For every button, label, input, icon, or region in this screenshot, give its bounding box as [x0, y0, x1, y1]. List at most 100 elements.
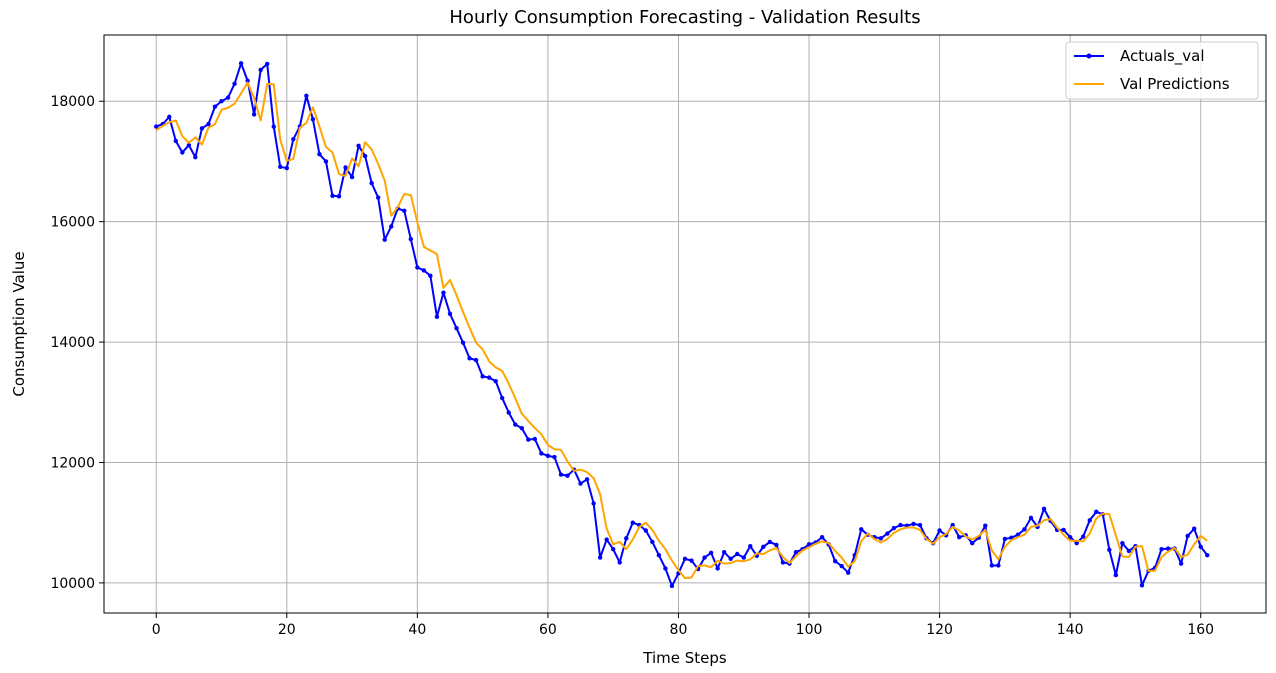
chart-title: Hourly Consumption Forecasting - Validat… — [449, 7, 920, 28]
data-point-actuals-val — [1126, 548, 1132, 554]
data-point-actuals-val — [832, 559, 838, 564]
data-point-actuals-val — [219, 99, 224, 104]
data-point-actuals-val — [898, 522, 903, 528]
data-point-actuals-val — [1120, 540, 1125, 546]
data-point-actuals-val — [480, 374, 485, 379]
data-point-actuals-val — [173, 138, 179, 144]
data-point-actuals-val — [545, 453, 551, 459]
data-point-actuals-val — [539, 451, 544, 456]
y-axis-label: Consumption Value — [10, 251, 28, 396]
data-point-actuals-val — [199, 126, 205, 131]
data-point-actuals-val — [1159, 546, 1164, 552]
data-point-actuals-val — [460, 340, 466, 345]
data-point-actuals-val — [441, 290, 446, 295]
y-tick-label: 14000 — [50, 335, 95, 351]
data-point-actuals-val — [310, 117, 316, 122]
data-point-actuals-val — [245, 78, 250, 83]
data-point-actuals-val — [1198, 544, 1203, 549]
data-point-actuals-val — [983, 523, 988, 528]
data-point-actuals-val — [721, 549, 727, 555]
data-point-actuals-val — [617, 560, 622, 565]
data-point-actuals-val — [284, 165, 289, 171]
data-point-actuals-val — [702, 555, 707, 560]
data-point-actuals-val — [578, 481, 583, 486]
data-point-actuals-val — [369, 180, 374, 186]
data-point-actuals-val — [956, 534, 962, 540]
data-point-actuals-val — [180, 150, 185, 155]
data-point-actuals-val — [193, 155, 198, 160]
data-point-actuals-val — [1041, 506, 1047, 512]
data-point-actuals-val — [238, 61, 244, 66]
data-point-actuals-val — [408, 236, 414, 242]
data-point-actuals-val — [1094, 509, 1099, 515]
data-point-actuals-val — [937, 528, 942, 533]
data-point-actuals-val — [806, 542, 812, 547]
data-point-actuals-val — [278, 164, 283, 170]
x-tick-label: 80 — [670, 622, 688, 638]
data-point-actuals-val — [1028, 515, 1034, 521]
y-tick-label: 10000 — [50, 576, 95, 592]
data-point-actuals-val — [212, 104, 218, 109]
legend-box — [1065, 41, 1259, 100]
data-point-actuals-val — [715, 566, 720, 571]
data-point-actuals-val — [996, 563, 1001, 568]
legend: Actuals_val Val Predictions — [1065, 41, 1259, 100]
plot-frame — [103, 34, 1267, 614]
data-point-actuals-val — [624, 536, 629, 541]
data-point-actuals-val — [663, 566, 668, 571]
data-point-actuals-val — [859, 527, 864, 532]
data-point-actuals-val — [591, 501, 596, 506]
data-point-actuals-val — [819, 534, 825, 540]
data-point-actuals-val — [748, 543, 753, 549]
x-tick-label: 120 — [926, 622, 953, 638]
data-point-actuals-val — [271, 124, 276, 129]
x-tick-label: 100 — [796, 622, 823, 638]
data-point-actuals-val — [1002, 536, 1008, 542]
y-tick-label: 12000 — [50, 455, 95, 471]
data-point-actuals-val — [1061, 527, 1066, 533]
data-point-actuals-val — [258, 67, 263, 73]
data-point-actuals-val — [1022, 527, 1027, 532]
data-point-actuals-val — [1107, 547, 1112, 552]
data-point-actuals-val — [336, 194, 342, 199]
data-point-actuals-val — [1087, 518, 1092, 523]
data-point-actuals-val — [291, 136, 296, 142]
legend-label-actuals: Actuals_val — [1120, 47, 1205, 66]
data-point-actuals-val — [500, 395, 505, 401]
data-point-actuals-val — [1191, 526, 1197, 531]
data-point-actuals-val — [774, 542, 779, 548]
x-tick-label: 60 — [539, 622, 557, 638]
data-point-actuals-val — [232, 81, 237, 86]
data-point-actuals-val — [513, 422, 518, 427]
data-point-actuals-val — [846, 570, 851, 575]
data-point-actuals-val — [1205, 553, 1210, 558]
data-point-actuals-val — [356, 143, 361, 148]
data-point-actuals-val — [454, 326, 459, 331]
data-point-actuals-val — [708, 550, 714, 555]
data-point-actuals-val — [1113, 572, 1119, 578]
data-point-actuals-val — [265, 61, 270, 67]
x-tick-label: 0 — [152, 622, 161, 638]
data-point-actuals-val — [375, 195, 381, 200]
data-point-actuals-val — [610, 546, 616, 552]
data-point-actuals-val — [349, 174, 355, 180]
data-point-actuals-val — [584, 477, 590, 482]
data-point-actuals-val — [506, 410, 511, 415]
y-axis: 10000 12000 14000 16000 18000 — [50, 94, 104, 592]
data-point-actuals-val — [558, 472, 564, 477]
data-point-actuals-val — [656, 553, 662, 558]
data-point-actuals-val — [761, 544, 766, 549]
data-point-actuals-val — [970, 540, 975, 546]
data-point-actuals-val — [950, 522, 955, 528]
data-point-actuals-val — [565, 473, 570, 478]
data-point-actuals-val — [532, 436, 538, 442]
data-point-actuals-val — [767, 539, 773, 545]
x-axis-label: Time Steps — [642, 649, 727, 667]
data-point-actuals-val — [1074, 540, 1079, 546]
x-axis: 0 20 40 60 80 100 120 140 160 — [152, 613, 1214, 638]
data-point-actuals-val — [526, 437, 531, 442]
data-point-actuals-val — [1165, 546, 1171, 551]
data-point-actuals-val — [206, 121, 211, 127]
data-point-actuals-val — [597, 555, 603, 560]
